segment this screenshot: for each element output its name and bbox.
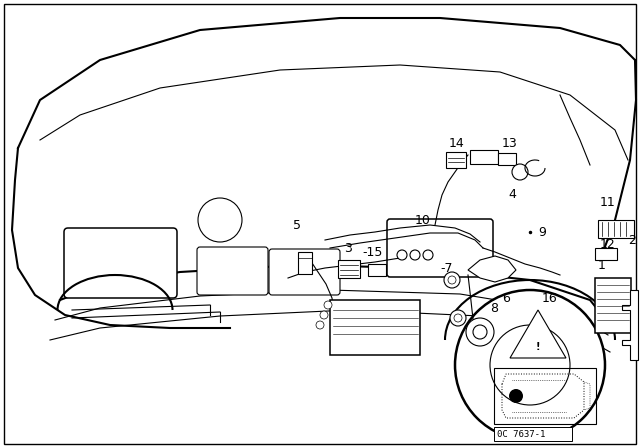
Bar	[494, 368, 596, 424]
FancyBboxPatch shape	[269, 249, 340, 295]
Text: 4: 4	[508, 188, 516, 201]
Circle shape	[490, 325, 570, 405]
Text: -15: -15	[362, 246, 382, 258]
Circle shape	[450, 310, 466, 326]
FancyBboxPatch shape	[595, 278, 631, 333]
FancyBboxPatch shape	[387, 219, 493, 277]
Text: 9: 9	[538, 225, 546, 238]
FancyBboxPatch shape	[368, 264, 386, 276]
FancyBboxPatch shape	[446, 152, 466, 168]
Circle shape	[444, 272, 460, 288]
Text: 0C 7637-1: 0C 7637-1	[497, 430, 545, 439]
Circle shape	[410, 250, 420, 260]
FancyBboxPatch shape	[498, 153, 516, 165]
Circle shape	[324, 301, 332, 309]
Circle shape	[512, 164, 528, 180]
Text: 3: 3	[344, 241, 352, 254]
Circle shape	[397, 250, 407, 260]
FancyBboxPatch shape	[470, 150, 498, 164]
Circle shape	[455, 290, 605, 440]
Polygon shape	[468, 256, 516, 282]
Circle shape	[466, 318, 494, 346]
Text: 13: 13	[502, 137, 518, 150]
Circle shape	[320, 311, 328, 319]
Circle shape	[316, 321, 324, 329]
Text: -7: -7	[440, 262, 452, 275]
Text: 1: 1	[598, 258, 606, 271]
FancyBboxPatch shape	[64, 228, 177, 298]
Text: 2: 2	[628, 233, 636, 246]
FancyBboxPatch shape	[330, 300, 420, 355]
FancyBboxPatch shape	[197, 247, 268, 295]
Text: 5: 5	[293, 219, 301, 232]
Bar	[494, 427, 572, 441]
Circle shape	[423, 250, 433, 260]
Text: 6: 6	[502, 292, 510, 305]
Text: 12: 12	[600, 237, 616, 250]
FancyBboxPatch shape	[595, 248, 617, 260]
Polygon shape	[622, 290, 638, 360]
Polygon shape	[510, 310, 566, 358]
Circle shape	[198, 198, 242, 242]
FancyBboxPatch shape	[598, 220, 634, 238]
Text: 14: 14	[449, 137, 465, 150]
FancyBboxPatch shape	[298, 252, 312, 274]
Text: 11: 11	[600, 195, 616, 208]
Text: 16: 16	[542, 292, 557, 305]
Text: !: !	[536, 342, 540, 352]
Text: 8: 8	[490, 302, 498, 314]
Text: 10: 10	[415, 214, 431, 227]
Circle shape	[509, 389, 523, 403]
FancyBboxPatch shape	[338, 260, 360, 278]
